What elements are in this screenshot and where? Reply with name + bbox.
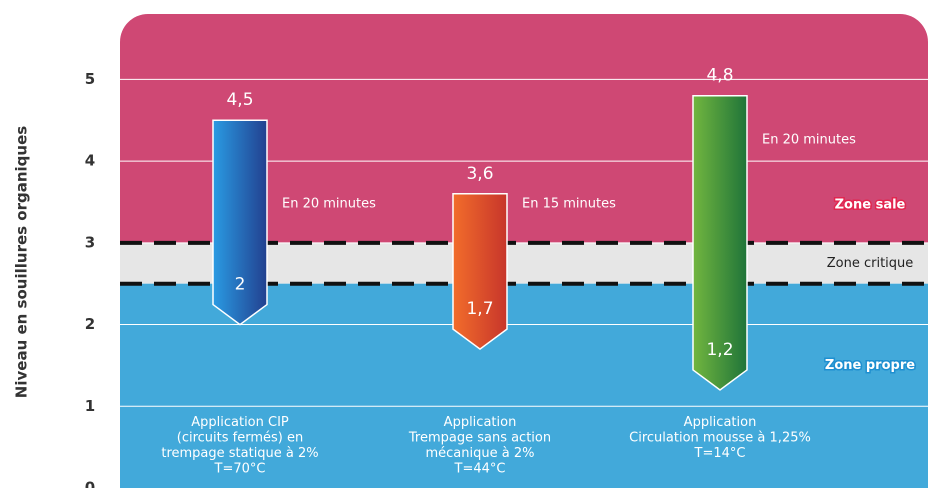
duration-label: En 20 minutes [282, 197, 376, 212]
duration-label: En 20 minutes [762, 133, 856, 148]
start-label: 3,6 [466, 164, 493, 184]
arrow-bar [692, 94, 748, 391]
start-label: 4,8 [706, 66, 733, 86]
y-tick-label: 4 [85, 152, 95, 170]
duration-label: En 15 minutes [522, 197, 616, 212]
arrow-bar [212, 119, 268, 326]
y-tick-label: 0 [85, 479, 95, 488]
y-tick-label: 1 [85, 397, 95, 415]
end-label: 1,7 [466, 299, 493, 319]
zone-label: Zone sale [835, 197, 906, 212]
start-label: 4,5 [226, 90, 253, 110]
end-label: 2 [235, 275, 246, 295]
y-tick-label: 3 [85, 233, 95, 251]
category-label: Application CIP (circuits fermés) en tremp… [161, 415, 318, 477]
arrow-bar [452, 193, 508, 351]
y-axis-label: Niveau en souillures organiques [13, 126, 31, 398]
zone-label: Zone critique [827, 256, 914, 271]
zone [120, 283, 928, 488]
y-tick-label: 2 [85, 315, 95, 333]
end-label: 1,2 [706, 340, 733, 360]
zone-label: Zone propre [825, 358, 915, 373]
category-label: Application Circulation mousse à 1,25% T=1… [629, 415, 811, 461]
y-tick-label: 5 [85, 70, 95, 88]
category-label: Application Trempage sans action mécanique… [408, 415, 551, 477]
